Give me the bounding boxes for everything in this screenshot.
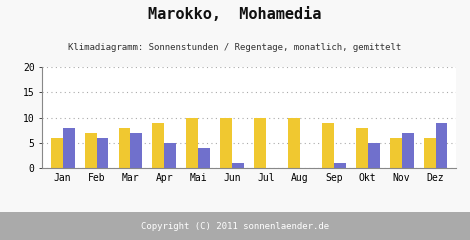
Bar (220, 118, 232, 168)
Text: Marokko,  Mohamedia: Marokko, Mohamedia (149, 7, 321, 22)
Bar (368, 143, 380, 168)
Bar (96, 138, 109, 168)
Bar (232, 163, 244, 168)
Bar (423, 138, 436, 168)
Bar (436, 123, 447, 168)
Bar (63, 128, 75, 168)
Bar (254, 118, 266, 168)
Legend: Sonnenstunden / Tag, Regentage / Monat: Sonnenstunden / Tag, Regentage / Monat (120, 222, 378, 232)
Bar (356, 128, 368, 168)
Bar (51, 138, 63, 168)
Bar (334, 163, 346, 168)
Bar (322, 123, 334, 168)
Bar (152, 123, 164, 168)
Bar (118, 128, 131, 168)
Bar (187, 118, 198, 168)
Bar (198, 148, 210, 168)
Bar (131, 133, 142, 168)
Bar (288, 118, 300, 168)
Bar (402, 133, 414, 168)
Bar (164, 143, 176, 168)
Text: Klimadiagramm: Sonnenstunden / Regentage, monatlich, gemittelt: Klimadiagramm: Sonnenstunden / Regentage… (68, 43, 402, 52)
Bar (85, 133, 96, 168)
Text: Copyright (C) 2011 sonnenlaender.de: Copyright (C) 2011 sonnenlaender.de (141, 222, 329, 231)
Bar (390, 138, 402, 168)
